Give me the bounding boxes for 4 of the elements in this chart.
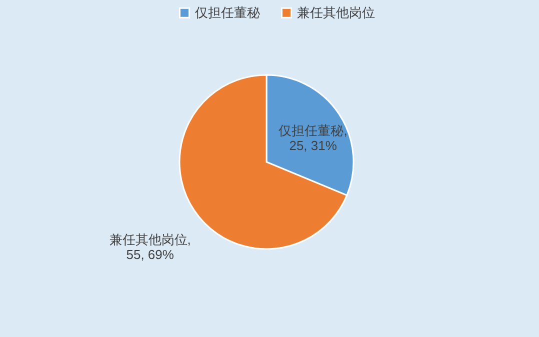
data-label: 仅担任董秘, 25, 31% xyxy=(278,122,348,153)
legend-label: 兼任其他岗位 xyxy=(297,4,375,20)
legend-label: 仅担任董秘 xyxy=(195,4,260,20)
data-label: 兼任其他岗位, 55, 69% xyxy=(109,232,191,262)
